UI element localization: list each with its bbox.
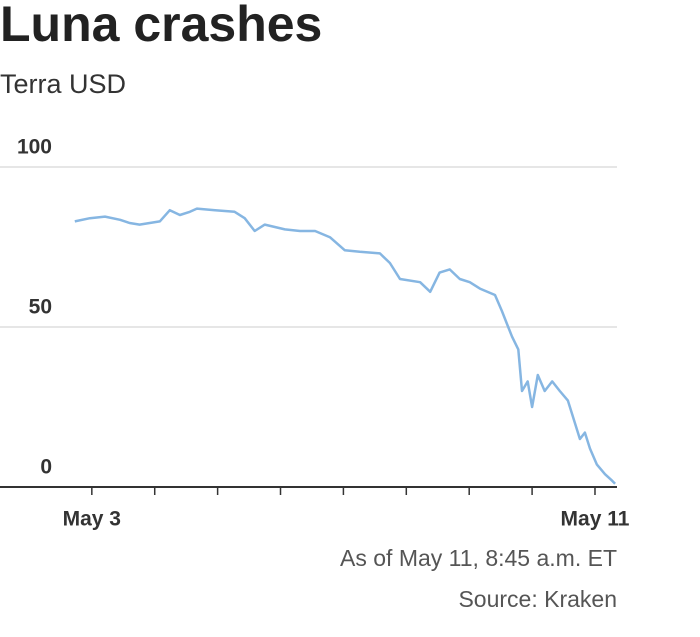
y-tick-label: 50 [29,296,52,319]
chart-title: Luna crashes [0,0,322,52]
note: As of May 11, 8:45 a.m. ET [340,545,617,571]
y-tick-label: 0 [40,456,52,479]
chart-subtitle: Terra USD [0,69,126,99]
y-tick-label: 100 [17,136,52,159]
line [74,207,616,485]
x-tick-label: May 3 [63,508,121,531]
source: Source: Kraken [458,586,617,612]
x-tick-label: May 11 [561,508,630,531]
